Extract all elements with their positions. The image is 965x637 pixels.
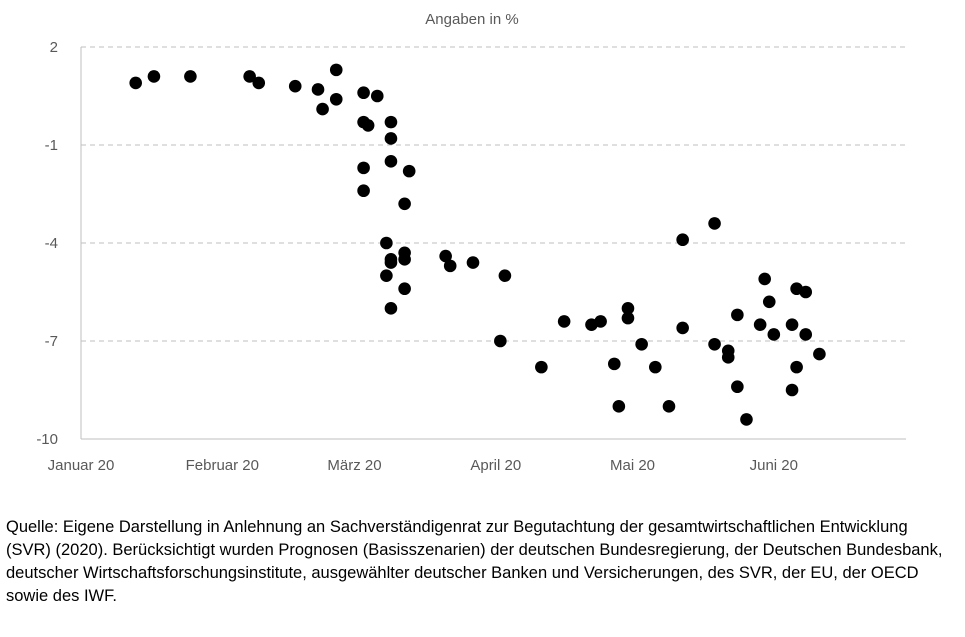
unit-label: Angaben in % (425, 11, 518, 28)
data-point (813, 347, 826, 361)
data-point (380, 269, 393, 282)
data-point (676, 321, 689, 335)
y-tick-label: 2 (50, 39, 58, 56)
data-point (384, 115, 398, 129)
data-point (466, 256, 480, 269)
data-point (370, 89, 384, 103)
data-point (799, 328, 813, 341)
data-point (731, 308, 744, 322)
data-point (607, 357, 621, 371)
data-point (790, 360, 803, 374)
data-point (594, 315, 607, 328)
data-point (740, 413, 753, 426)
data-point (758, 272, 772, 286)
data-point (357, 86, 370, 100)
x-tick-label: Januar 20 (48, 457, 115, 474)
data-point (398, 253, 411, 266)
data-point (621, 311, 635, 325)
data-point (184, 70, 197, 83)
data-point (443, 259, 457, 273)
y-tick-label: -7 (45, 333, 58, 350)
data-point (676, 233, 689, 247)
data-point (535, 360, 548, 374)
data-point (612, 400, 626, 413)
data-point (147, 70, 161, 83)
data-point (557, 315, 571, 328)
data-point (380, 236, 393, 250)
data-point (329, 92, 343, 106)
data-point (316, 102, 329, 116)
data-point (708, 217, 721, 230)
data-point (785, 383, 799, 397)
data-point (361, 119, 375, 132)
data-point (384, 132, 398, 145)
x-axis: Januar 20 Februar 20 März 20 April 20 Mai 20… (48, 438, 906, 474)
y-tick-label: -1 (45, 137, 58, 154)
data-point (494, 334, 507, 348)
data-point (402, 164, 416, 178)
data-point (398, 282, 411, 296)
data-point (799, 285, 813, 299)
data-point (498, 269, 512, 282)
x-tick-label: Februar 20 (186, 457, 259, 474)
gridlines (81, 46, 906, 342)
source-note: Quelle: Eigene Darstellung in Anlehnung … (6, 518, 943, 605)
data-point (662, 400, 676, 413)
data-point (288, 79, 302, 93)
x-tick-label: Juni 20 (750, 457, 798, 474)
data-points (129, 63, 826, 426)
data-point (384, 302, 398, 315)
data-point (767, 328, 781, 341)
data-point (753, 318, 767, 331)
data-point (252, 76, 266, 90)
data-point (785, 318, 799, 331)
data-point (621, 302, 635, 315)
data-point (357, 161, 370, 175)
x-tick-label: April 20 (470, 457, 521, 474)
scatter-chart: Angaben in % 2 -1 -4 -7 -10 Januar 20 Februar… (36, 11, 906, 474)
data-point (762, 295, 776, 309)
data-point (329, 63, 343, 77)
y-tick-label: -10 (36, 431, 58, 448)
data-point (129, 76, 142, 90)
data-point (635, 337, 648, 351)
data-point (731, 380, 744, 394)
data-point (649, 360, 662, 374)
y-tick-label: -4 (45, 235, 58, 252)
data-point (708, 337, 721, 351)
x-tick-label: Mai 20 (610, 457, 655, 474)
data-point (384, 256, 398, 269)
data-point (398, 197, 411, 211)
data-point (384, 155, 398, 168)
data-point (721, 351, 735, 364)
data-point (243, 70, 256, 83)
data-point (357, 184, 370, 198)
y-axis: 2 -1 -4 -7 -10 (36, 39, 82, 448)
data-point (439, 249, 452, 263)
data-point (311, 83, 325, 96)
x-tick-label: März 20 (327, 457, 381, 474)
